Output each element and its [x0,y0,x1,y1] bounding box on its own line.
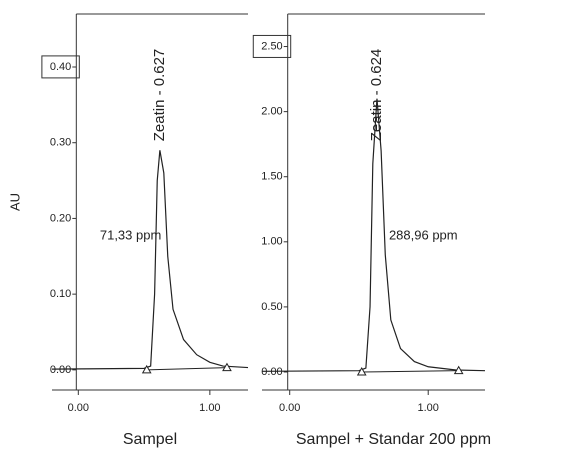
x-axis-label: Sampel + Standar 200 ppm [296,431,491,448]
y-tick-label: 0.10 [50,288,71,300]
integration-marker [453,365,464,375]
baseline [146,367,227,371]
integration-marker [141,364,152,374]
y-tick-label: 0.00 [50,364,71,376]
label-box [252,34,292,58]
y-tick-label: 2.00 [261,106,282,118]
y-axis-label: AU [7,193,22,211]
x-tick-label: 1.00 [199,402,220,414]
y-tick-label: 0.30 [50,137,71,149]
label-box [41,55,80,79]
y-tick-label: 0.40 [50,61,71,73]
baseline [361,370,459,373]
x-tick-label: 0.00 [279,402,300,414]
y-tick-label: 0.00 [261,366,282,378]
annotation: 288,96 ppm [389,227,458,242]
y-tick-label: 0.50 [261,301,282,313]
integration-marker [356,366,367,376]
trace [261,98,486,372]
x-axis-label: Sampel [123,431,177,448]
peak-label: Zeatin - 0.624 [368,49,385,142]
y-tick-label: 1.00 [261,236,282,248]
integration-marker [222,362,232,372]
annotation: 71,33 ppm [100,227,161,242]
x-tick-label: 0.00 [68,402,89,414]
x-tick-label: 1.00 [418,402,439,414]
trace [51,150,249,370]
y-tick-label: 1.50 [261,171,282,183]
y-tick-label: 2.50 [261,40,282,52]
peak-label: Zeatin - 0.627 [151,49,168,142]
y-tick-label: 0.20 [50,212,71,224]
